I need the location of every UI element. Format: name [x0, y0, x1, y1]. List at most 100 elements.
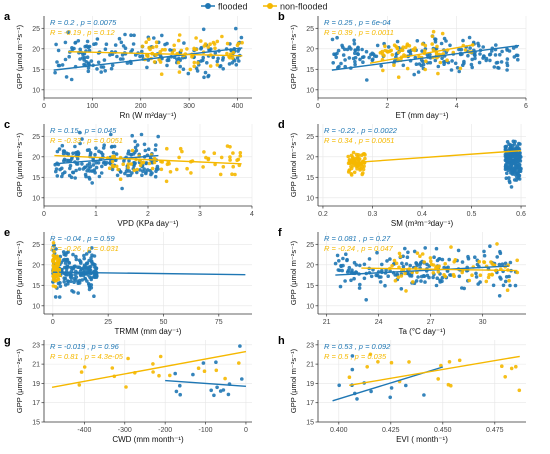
scatter-point-flooded: [499, 277, 503, 281]
scatter-point-flooded: [383, 283, 387, 288]
y-tick-label: 15: [306, 283, 314, 290]
scatter-point-non-flooded: [424, 59, 428, 63]
scatter-point-flooded: [64, 257, 69, 262]
x-tick-label: 0.400: [330, 427, 348, 434]
scatter-point-flooded: [240, 377, 244, 381]
scatter-point-flooded: [62, 159, 66, 163]
scatter-point-non-flooded: [238, 154, 243, 158]
y-tick-label: 15: [306, 420, 314, 427]
scatter-point-non-flooded: [447, 360, 452, 364]
scatter-point-flooded: [205, 61, 209, 65]
scatter-point-non-flooded: [423, 43, 428, 48]
y-tick-label: 25: [32, 26, 40, 33]
scatter-point-flooded: [112, 144, 117, 149]
scatter-point-non-flooded: [446, 382, 451, 387]
scatter-point-flooded: [201, 361, 206, 365]
scatter-point-non-flooded: [233, 172, 237, 177]
scatter-point-non-flooded: [415, 251, 420, 255]
scatter-point-flooded: [165, 58, 170, 63]
scatter-point-non-flooded: [154, 40, 159, 44]
scatter-point-flooded: [76, 151, 81, 156]
scatter-point-non-flooded: [55, 261, 59, 265]
scatter-point-flooded: [87, 48, 92, 53]
scatter-point-flooded: [82, 256, 86, 261]
panel-d: d 0.2 0.3 0.4 0.5 0.6 10 15 20 25 SM (m³m⁻³day⁻¹) G…: [278, 119, 526, 228]
scatter-point-non-flooded: [163, 47, 167, 52]
scatter-point-flooded: [343, 279, 347, 283]
scatter-point-flooded: [470, 65, 475, 70]
fit-line-non-flooded: [347, 149, 522, 164]
scatter-point-flooded: [501, 283, 506, 288]
scatter-point-flooded: [87, 284, 92, 288]
scatter-point-flooded: [365, 78, 369, 82]
scatter-point-flooded: [442, 36, 447, 41]
scatter-point-non-flooded: [396, 275, 401, 280]
scatter-point-flooded: [96, 161, 101, 165]
scatter-point-flooded: [119, 40, 124, 45]
scatter-point-non-flooded: [157, 373, 161, 378]
scatter-point-flooded: [388, 257, 392, 261]
panel-h: h 0.400 0.425 0.450 0.475 15 17 19 21 23 EVI ( mon…: [278, 335, 526, 444]
scatter-point-flooded: [421, 62, 426, 67]
scatter-point-flooded: [79, 261, 83, 265]
scatter-point-flooded: [453, 61, 458, 66]
scatter-point-flooded: [438, 278, 442, 283]
scatter-point-flooded: [74, 168, 78, 173]
scatter-point-non-flooded: [230, 56, 235, 60]
scatter-point-flooded: [352, 41, 357, 46]
scatter-point-flooded: [414, 62, 419, 66]
scatter-point-non-flooded: [352, 170, 357, 175]
scatter-point-non-flooded: [157, 58, 161, 62]
scatter-point-flooded: [369, 389, 373, 394]
y-axis-label: GPP (μmol m⁻²s⁻¹): [289, 24, 298, 89]
y-tick-label: 15: [32, 175, 40, 182]
scatter-point-non-flooded: [77, 383, 82, 387]
scatter-point-flooded: [334, 55, 339, 60]
scatter-point-flooded: [76, 39, 81, 43]
scatter-point-flooded: [433, 37, 438, 42]
scatter-point-non-flooded: [397, 251, 402, 256]
panel-letter: e: [4, 227, 10, 239]
scatter-point-flooded: [90, 246, 94, 250]
scatter-point-non-flooded: [423, 49, 427, 53]
scatter-point-flooded: [423, 280, 427, 284]
scatter-point-flooded: [134, 148, 139, 153]
scatter-point-flooded: [473, 56, 477, 61]
scatter-point-flooded: [153, 174, 158, 179]
y-axis-label: GPP (μmol m⁻²s⁻¹): [15, 132, 24, 197]
scatter-point-non-flooded: [423, 67, 428, 72]
y-tick-label: 20: [32, 262, 40, 269]
scatter-point-flooded: [149, 172, 153, 177]
scatter-point-flooded: [110, 167, 115, 172]
stats-label-non-flooded: R = -0.19 , p = 0.12: [50, 28, 115, 37]
scatter-point-flooded: [213, 51, 218, 55]
scatter-point-non-flooded: [214, 368, 219, 373]
y-tick-label: 15: [32, 420, 40, 427]
scatter-point-flooded: [77, 258, 82, 263]
scatter-point-flooded: [54, 42, 58, 47]
scatter-point-flooded: [175, 57, 179, 62]
scatter-point-flooded: [507, 142, 511, 146]
scatter-point-non-flooded: [460, 270, 465, 275]
scatter-point-non-flooded: [141, 160, 146, 165]
scatter-point-flooded: [133, 53, 138, 57]
scatter-point-flooded: [80, 137, 84, 141]
panel-letter: h: [278, 335, 285, 347]
scatter-point-flooded: [338, 284, 343, 289]
scatter-point-flooded: [401, 63, 406, 68]
scatter-point-flooded: [488, 244, 492, 248]
scatter-point-flooded: [54, 247, 58, 251]
scatter-point-non-flooded: [201, 165, 205, 169]
x-tick-label: 0: [42, 211, 46, 218]
scatter-point-non-flooded: [52, 273, 57, 277]
scatter-point-non-flooded: [168, 373, 172, 378]
scatter-point-flooded: [507, 274, 511, 279]
scatter-point-non-flooded: [360, 165, 365, 169]
scatter-point-flooded: [374, 273, 379, 278]
scatter-point-flooded: [360, 47, 364, 52]
scatter-point-flooded: [87, 258, 91, 263]
fit-line-non-flooded: [349, 355, 520, 387]
scatter-point-flooded: [353, 51, 357, 55]
scatter-point-flooded: [495, 60, 500, 65]
fit-line-flooded: [331, 44, 520, 71]
